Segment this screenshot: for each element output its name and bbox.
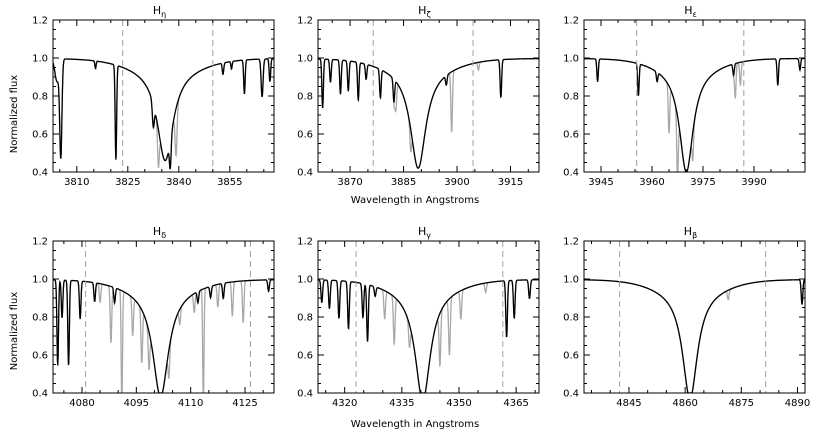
y-tick-label: 0.4 <box>32 168 48 179</box>
y-tick-label: 0.4 <box>563 168 579 179</box>
panel-6: 4845 4860 4875 4890 0.4 0.6 0.8 1.0 1.2 Hβ <box>563 225 810 409</box>
x-tick-label: 4365 <box>503 398 528 409</box>
y-tick-label: 0.8 <box>297 92 313 103</box>
y-tick-label: 1.0 <box>32 275 48 286</box>
panel-title-4: Hδ <box>153 225 166 240</box>
panel-title-1: Hη <box>153 4 166 19</box>
y-tick-label: 0.8 <box>32 313 48 324</box>
x-tick-label: 3915 <box>498 177 523 188</box>
y-tick-label: 0.6 <box>297 130 313 141</box>
y-tick-label: 1.2 <box>32 16 48 27</box>
panel-title-5: Hγ <box>418 225 431 240</box>
y-tick-label: 0.8 <box>563 313 579 324</box>
panel-5: 4320 4335 4350 4365 0.4 0.6 0.8 1.0 1.2 Hγ <box>297 225 540 409</box>
model-spectrum-2 <box>318 57 539 169</box>
y-tick-label: 0.6 <box>297 351 313 362</box>
model-spectrum-6 <box>584 279 805 393</box>
plot-frame-2 <box>317 19 540 173</box>
x-tick-label: 4125 <box>232 398 257 409</box>
y-tick-label: 0.4 <box>563 389 579 400</box>
y-tick-label: 0.6 <box>32 130 48 141</box>
model-spectrum-5 <box>318 279 539 393</box>
y-tick-label: 1.2 <box>563 237 579 248</box>
x-tick-label: 3840 <box>166 177 191 188</box>
x-tick-label: 4320 <box>332 398 357 409</box>
xlabel-bottom-row: Wavelength in Angstroms <box>351 419 479 430</box>
panel-title-2: Hζ <box>418 4 431 19</box>
x-tick-label: 4110 <box>178 398 203 409</box>
model-spectrum-4 <box>53 279 274 393</box>
x-tick-label: 3885 <box>391 177 416 188</box>
y-tick-label: 1.0 <box>563 54 579 65</box>
observed-spectrum-3 <box>584 57 805 172</box>
y-tick-label: 1.2 <box>297 16 313 27</box>
observed-spectrum-1 <box>53 58 274 170</box>
panel-title-6: Hβ <box>684 225 697 240</box>
y-tick-label: 1.2 <box>563 16 579 27</box>
x-tick-label: 4890 <box>785 398 810 409</box>
x-tick-label: 3960 <box>639 177 664 188</box>
y-tick-label: 0.4 <box>297 389 313 400</box>
y-tick-label: 0.6 <box>563 130 579 141</box>
y-tick-label: 1.0 <box>563 275 579 286</box>
x-tick-label: 3900 <box>444 177 469 188</box>
model-spectrum-1 <box>53 58 274 170</box>
y-tick-label: 0.4 <box>297 168 313 179</box>
panel-title-3: Hε <box>684 4 697 19</box>
x-tick-label: 4095 <box>124 398 149 409</box>
plot-frame-4 <box>52 240 275 394</box>
y-tick-label: 0.8 <box>563 92 579 103</box>
y-tick-label: 0.8 <box>297 313 313 324</box>
y-tick-label: 0.6 <box>563 351 579 362</box>
x-tick-label: 3870 <box>337 177 362 188</box>
ylabel-bottom-row: Normalized flux <box>9 292 20 371</box>
y-tick-label: 0.8 <box>32 92 48 103</box>
plot-frame-6 <box>583 240 806 394</box>
x-tick-label: 4350 <box>446 398 471 409</box>
panel-4: 4080 4095 4110 4125 0.4 0.6 0.8 1.0 1.2 Hδ <box>32 225 275 409</box>
y-tick-label: 1.2 <box>297 237 313 248</box>
y-tick-label: 1.0 <box>297 275 313 286</box>
y-tick-label: 1.0 <box>32 54 48 65</box>
y-tick-label: 1.0 <box>297 54 313 65</box>
x-tick-label: 4845 <box>616 398 641 409</box>
x-tick-label: 3855 <box>217 177 242 188</box>
x-tick-label: 4875 <box>729 398 754 409</box>
panel-1: 3810 3825 3840 3855 0.4 0.6 0.8 1.0 1.2 Hη <box>32 4 275 188</box>
y-tick-label: 0.6 <box>32 351 48 362</box>
plot-frame-1 <box>52 19 275 173</box>
plot-frame-3 <box>583 19 806 173</box>
x-tick-label: 3990 <box>741 177 766 188</box>
x-tick-label: 3975 <box>690 177 715 188</box>
y-tick-label: 0.4 <box>32 389 48 400</box>
panel-3: 3945 3960 3975 3990 0.4 0.6 0.8 1.0 1.2 Hε <box>563 4 806 188</box>
model-spectrum-3 <box>584 57 805 172</box>
x-tick-label: 4335 <box>389 398 414 409</box>
observed-spectrum-4 <box>53 279 274 393</box>
ylabel-top-row: Normalized flux <box>9 75 20 154</box>
x-tick-label: 4080 <box>69 398 94 409</box>
panel-2: 3870 3885 3900 3915 0.4 0.6 0.8 1.0 1.2 Hζ <box>297 4 540 188</box>
xlabel-top-row: Wavelength in Angstroms <box>351 195 479 206</box>
x-tick-label: 3945 <box>588 177 613 188</box>
x-tick-label: 3810 <box>64 177 89 188</box>
x-tick-label: 3825 <box>115 177 140 188</box>
y-tick-label: 1.2 <box>32 237 48 248</box>
x-tick-label: 4860 <box>672 398 697 409</box>
